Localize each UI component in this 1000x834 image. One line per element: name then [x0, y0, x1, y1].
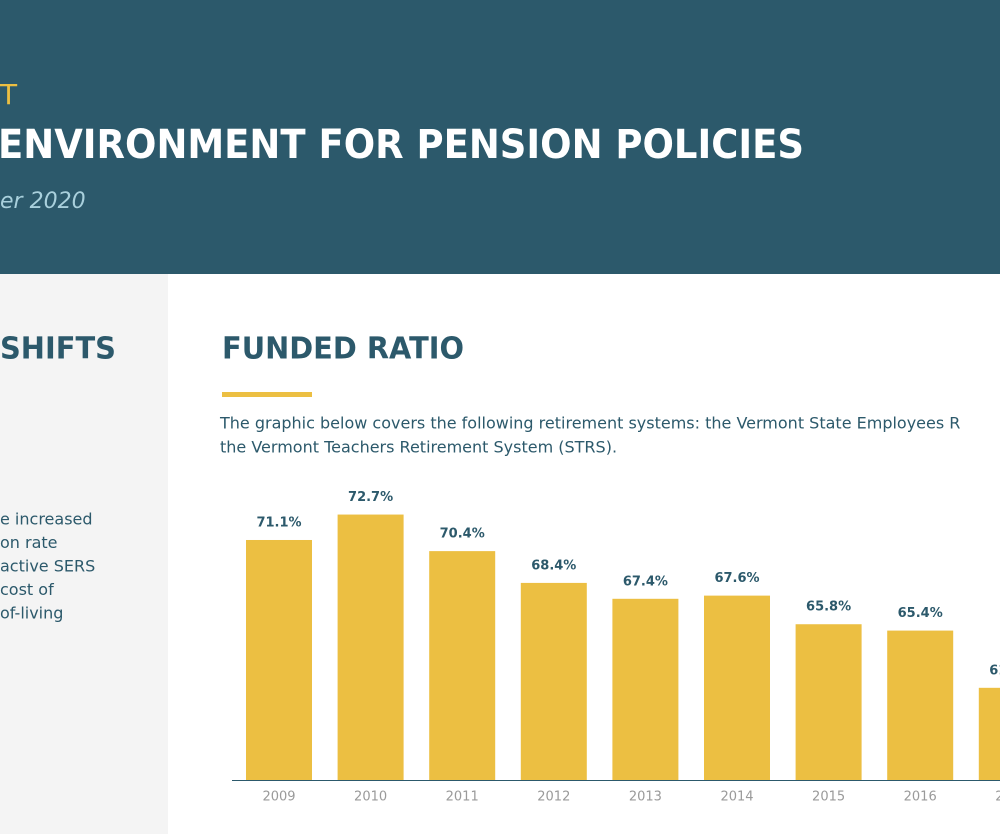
value-label: 65.4% [898, 606, 943, 621]
value-label: 68.4% [531, 558, 576, 573]
x-tick-label: 2011 [446, 790, 479, 805]
sidebar-heading: SHIFTS [0, 332, 116, 367]
chart-description: the Vermont Teachers Retirement System (… [220, 438, 617, 457]
bar [795, 624, 862, 780]
sidebar-text: cost of [0, 580, 54, 599]
value-label: 65.8% [806, 600, 851, 615]
sidebar-text: e increased [0, 510, 93, 529]
sidebar-text: of-living [0, 604, 63, 623]
value-label: 71.1% [256, 515, 301, 530]
x-tick-label: 2012 [537, 790, 570, 805]
header-bg [0, 0, 1000, 274]
sidebar-text: active SERS [0, 557, 95, 576]
chart-title: FUNDED RATIO [222, 332, 464, 367]
bar [429, 551, 496, 780]
header-kicker: T [0, 78, 18, 111]
value-label: 72.7% [348, 490, 393, 505]
title-underline [222, 392, 312, 397]
x-tick-label: 2009 [262, 790, 295, 805]
x-tick-label: 2014 [720, 790, 753, 805]
bar [337, 514, 404, 780]
value-label: 67.6% [714, 571, 759, 586]
sidebar-bg [0, 274, 168, 834]
bar [612, 598, 679, 780]
x-tick-label: 2010 [354, 790, 387, 805]
sidebar-text: on rate [0, 533, 58, 552]
bar [704, 595, 770, 780]
value-label: 67.4% [623, 574, 668, 589]
bar [520, 582, 587, 780]
x-tick-label: 2015 [812, 790, 845, 805]
bar [978, 687, 1000, 780]
value-label: 70.4% [440, 527, 485, 542]
header-title: ENVIRONMENT FOR PENSION POLICIES [0, 122, 804, 168]
bar [246, 539, 312, 780]
chart-description: The graphic below covers the following r… [219, 414, 960, 433]
header-subtitle: er 2020 [0, 189, 86, 214]
x-tick-label: 2013 [629, 790, 662, 805]
x-tick-label: 2016 [904, 790, 937, 805]
bar [887, 630, 954, 780]
value-label: 61.8% [989, 663, 1000, 678]
x-tick-label: 2017 [995, 790, 1000, 805]
